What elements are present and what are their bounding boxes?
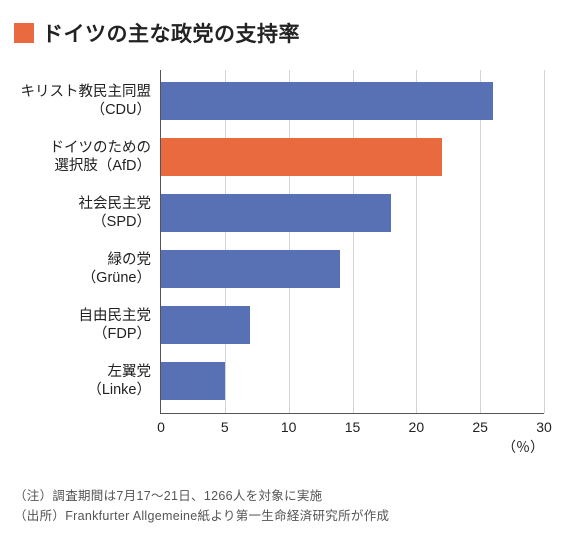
party-label-line2: 選択肢（AfD）	[11, 157, 151, 175]
bar-row: 自由民主党（FDP）	[161, 306, 544, 344]
party-label-line1: 左翼党	[11, 363, 151, 381]
party-label-line2: （Grüne）	[11, 269, 151, 287]
party-label-line1: キリスト教民主同盟	[11, 83, 151, 101]
footnote-line-2: （出所）Frankfurter Allgemeine紙より第一生命経済研究所が作…	[14, 506, 556, 526]
footnote-line-1: （注）調査期間は7月17～21日、1266人を対象に実施	[14, 486, 556, 506]
party-label: 左翼党（Linke）	[11, 363, 151, 399]
bar-row: キリスト教民主同盟（CDU）	[161, 82, 544, 120]
party-label-line1: ドイツのための	[11, 139, 151, 157]
chart-plot: （％） 051015202530キリスト教民主同盟（CDU）ドイツのための選択肢…	[160, 70, 544, 414]
title-accent-square	[14, 23, 34, 43]
party-label: 社会民主党（SPD）	[11, 195, 151, 231]
bar	[161, 362, 225, 400]
party-label-line2: （CDU）	[11, 101, 151, 119]
party-label: ドイツのための選択肢（AfD）	[11, 139, 151, 175]
party-label-line1: 社会民主党	[11, 195, 151, 213]
chart-area: （％） 051015202530キリスト教民主同盟（CDU）ドイツのための選択肢…	[18, 70, 552, 458]
bar-row: ドイツのための選択肢（AfD）	[161, 138, 544, 176]
bar	[161, 306, 250, 344]
chart-footnotes: （注）調査期間は7月17～21日、1266人を対象に実施 （出所）Frankfu…	[14, 486, 556, 526]
bar-row: 左翼党（Linke）	[161, 362, 544, 400]
party-label: 自由民主党（FDP）	[11, 307, 151, 343]
grid-line	[544, 70, 545, 413]
x-tick-label: 5	[221, 413, 229, 435]
bar-row: 社会民主党（SPD）	[161, 194, 544, 232]
party-label: 緑の党（Grüne）	[11, 251, 151, 287]
party-label: キリスト教民主同盟（CDU）	[11, 83, 151, 119]
party-label-line1: 緑の党	[11, 251, 151, 269]
chart-title: ドイツの主な政党の支持率	[42, 18, 300, 48]
bar-row: 緑の党（Grüne）	[161, 250, 544, 288]
chart-title-row: ドイツの主な政党の支持率	[0, 0, 570, 56]
x-tick-label: 25	[472, 413, 488, 435]
bar	[161, 82, 493, 120]
party-label-line2: （Linke）	[11, 381, 151, 399]
party-label-line2: （SPD）	[11, 213, 151, 231]
bar	[161, 138, 442, 176]
party-label-line1: 自由民主党	[11, 307, 151, 325]
x-tick-label: 0	[157, 413, 165, 435]
bar	[161, 250, 340, 288]
party-label-line2: （FDP）	[11, 325, 151, 343]
bar	[161, 194, 391, 232]
x-tick-label: 20	[409, 413, 425, 435]
x-tick-label: 15	[345, 413, 361, 435]
x-tick-label: 30	[536, 413, 552, 435]
x-tick-label: 10	[281, 413, 297, 435]
